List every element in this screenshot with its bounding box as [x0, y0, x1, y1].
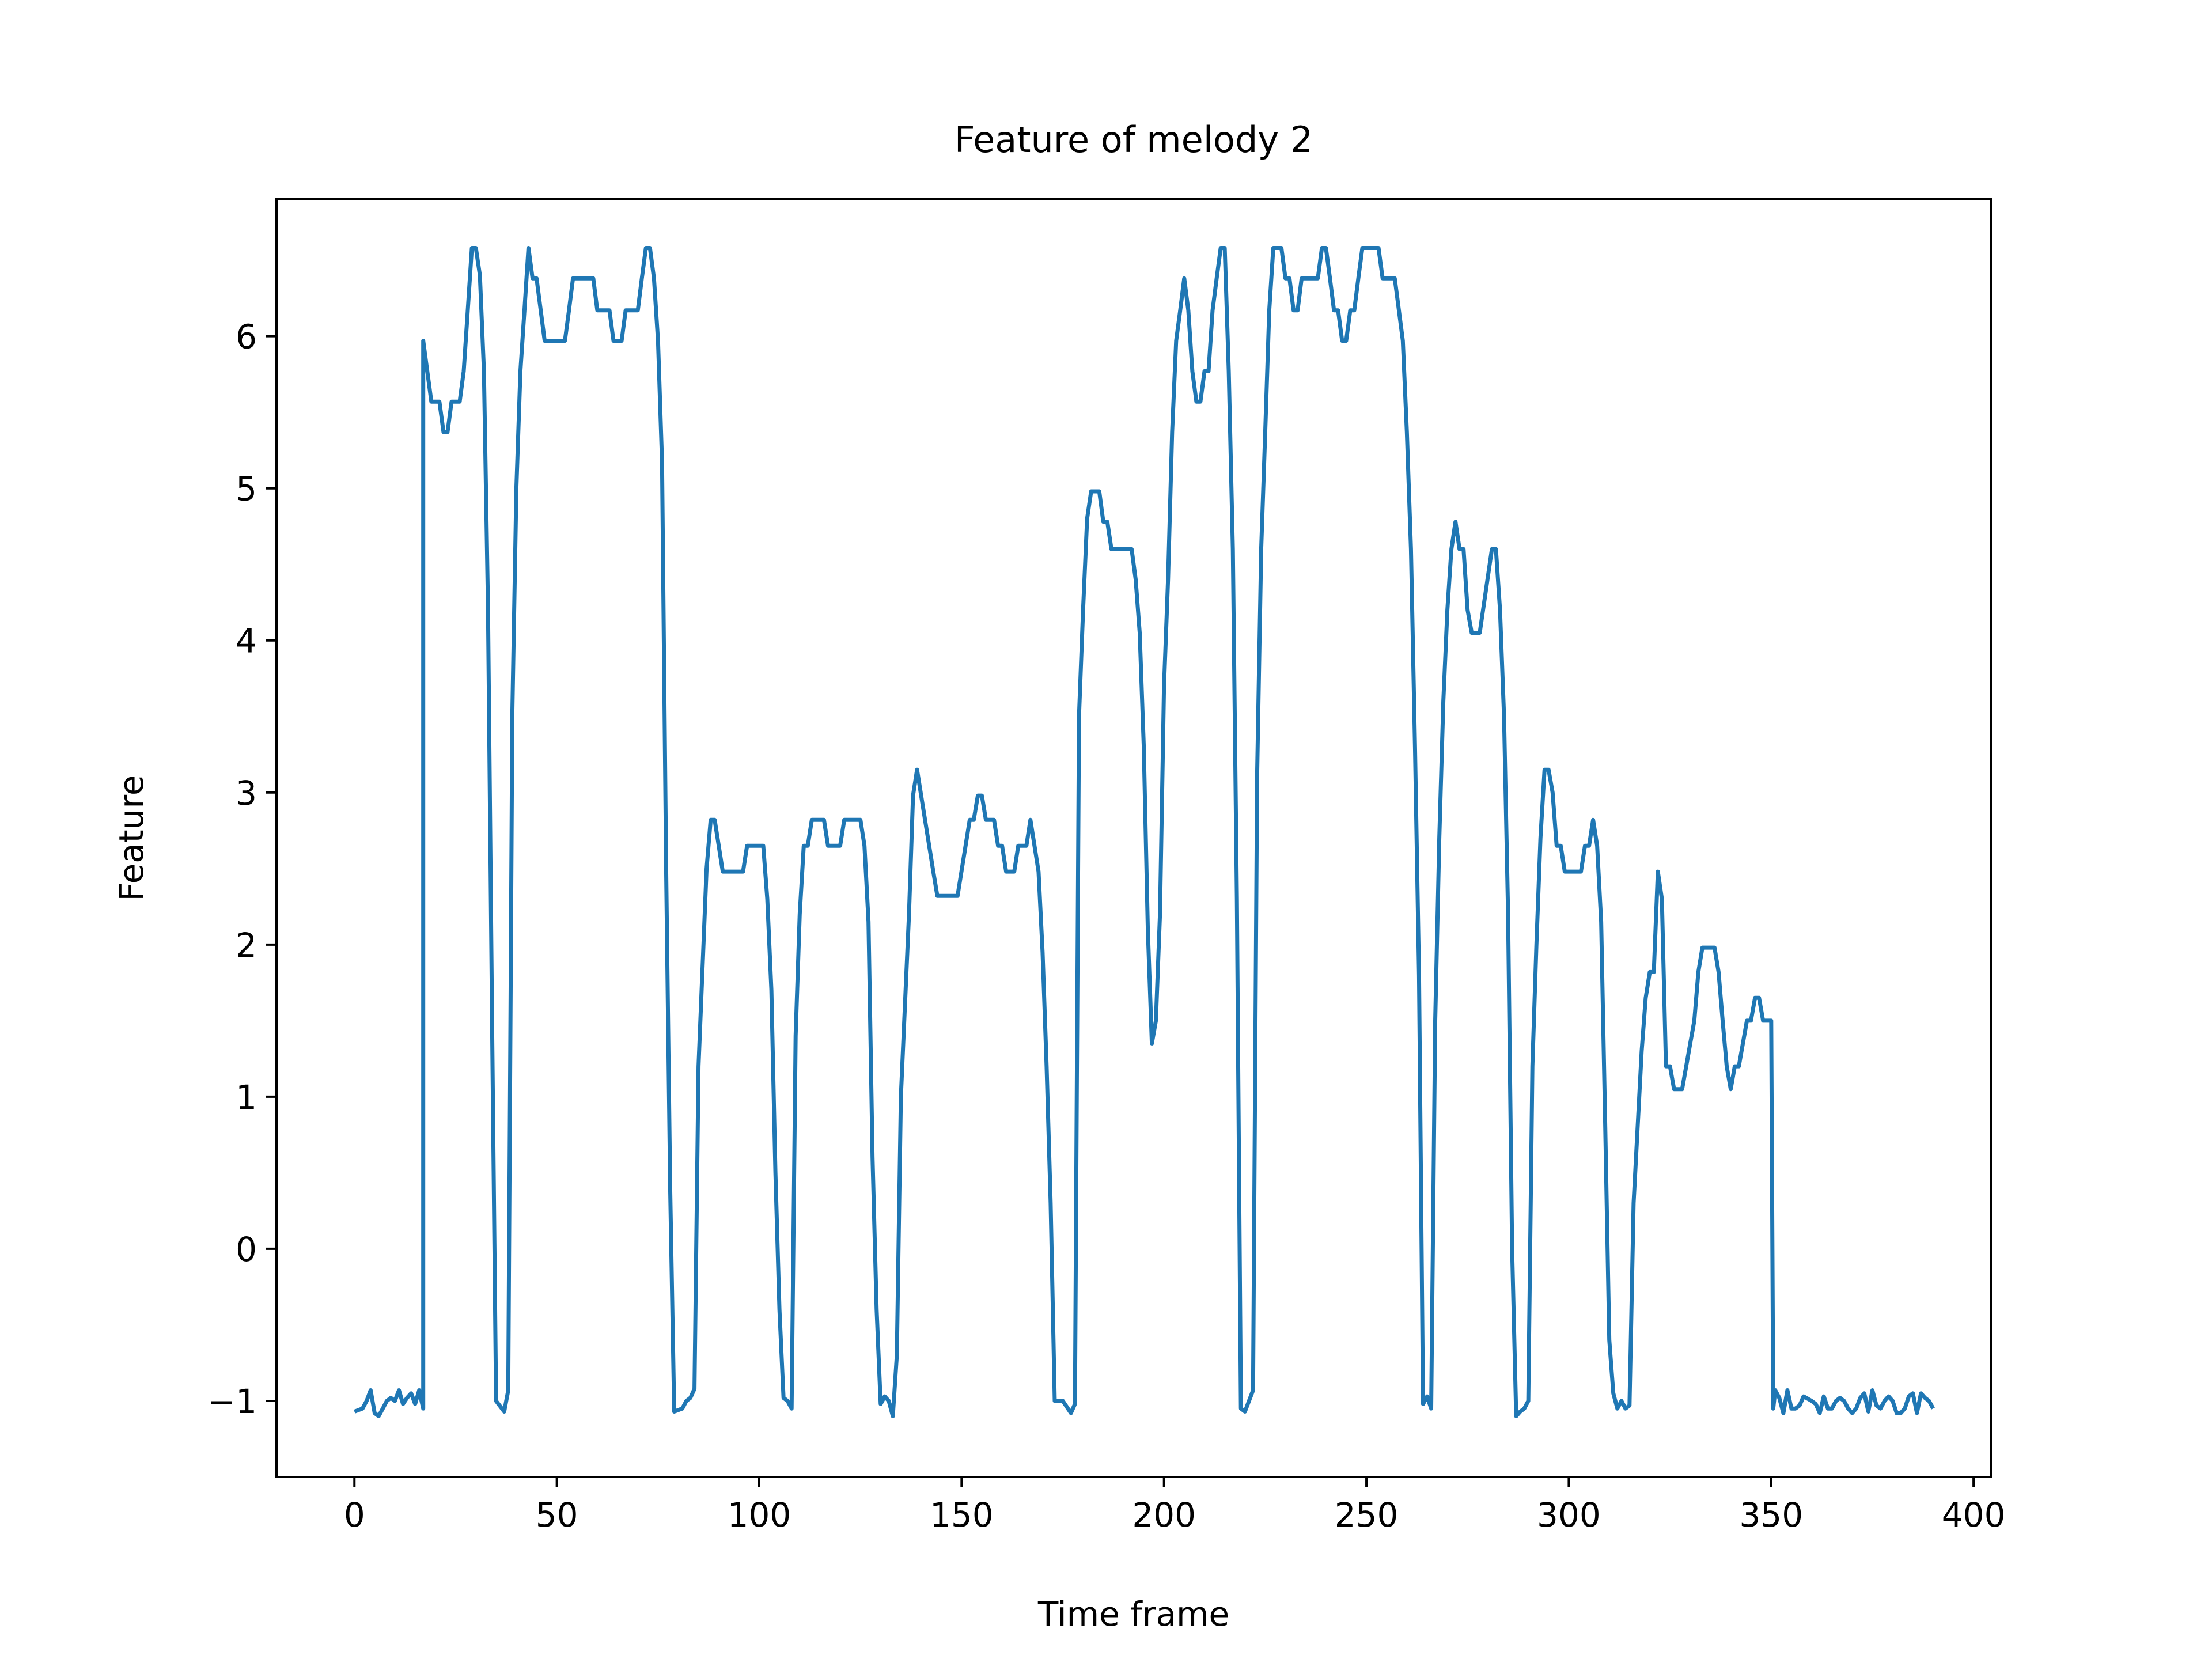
- x-tick-label: 400: [1942, 1495, 2006, 1535]
- chart-title: Feature of melody 2: [955, 119, 1313, 161]
- x-tick-label: 350: [1739, 1495, 1803, 1535]
- x-tick-label: 200: [1132, 1495, 1196, 1535]
- y-tick-label: 0: [236, 1230, 257, 1269]
- x-tick-label: 0: [344, 1495, 365, 1535]
- x-tick-label: 50: [536, 1495, 578, 1535]
- x-axis: 0 50 100 150 200 250 300 350 400: [344, 1477, 2006, 1535]
- y-tick-label: −1: [208, 1382, 257, 1421]
- x-tick-label: 100: [728, 1495, 791, 1535]
- series-line-0: [354, 246, 1935, 1418]
- x-tick-label: 150: [930, 1495, 994, 1535]
- y-tick-label: 3: [236, 774, 257, 813]
- x-axis-label: Time frame: [1037, 1594, 1229, 1634]
- x-tick-label: 300: [1537, 1495, 1601, 1535]
- y-axis-label: Feature: [112, 775, 151, 901]
- y-tick-label: 6: [236, 317, 257, 357]
- axes-frame: [275, 198, 1992, 1478]
- y-axis: −1 0 1 2 3 4 5 6: [208, 317, 276, 1421]
- plot-area: [354, 246, 1935, 1418]
- x-tick-label: 250: [1335, 1495, 1399, 1535]
- y-tick-label: 4: [236, 622, 257, 661]
- y-tick-label: 1: [236, 1078, 257, 1117]
- y-tick-label: 5: [236, 469, 257, 509]
- y-tick-label: 2: [236, 926, 257, 965]
